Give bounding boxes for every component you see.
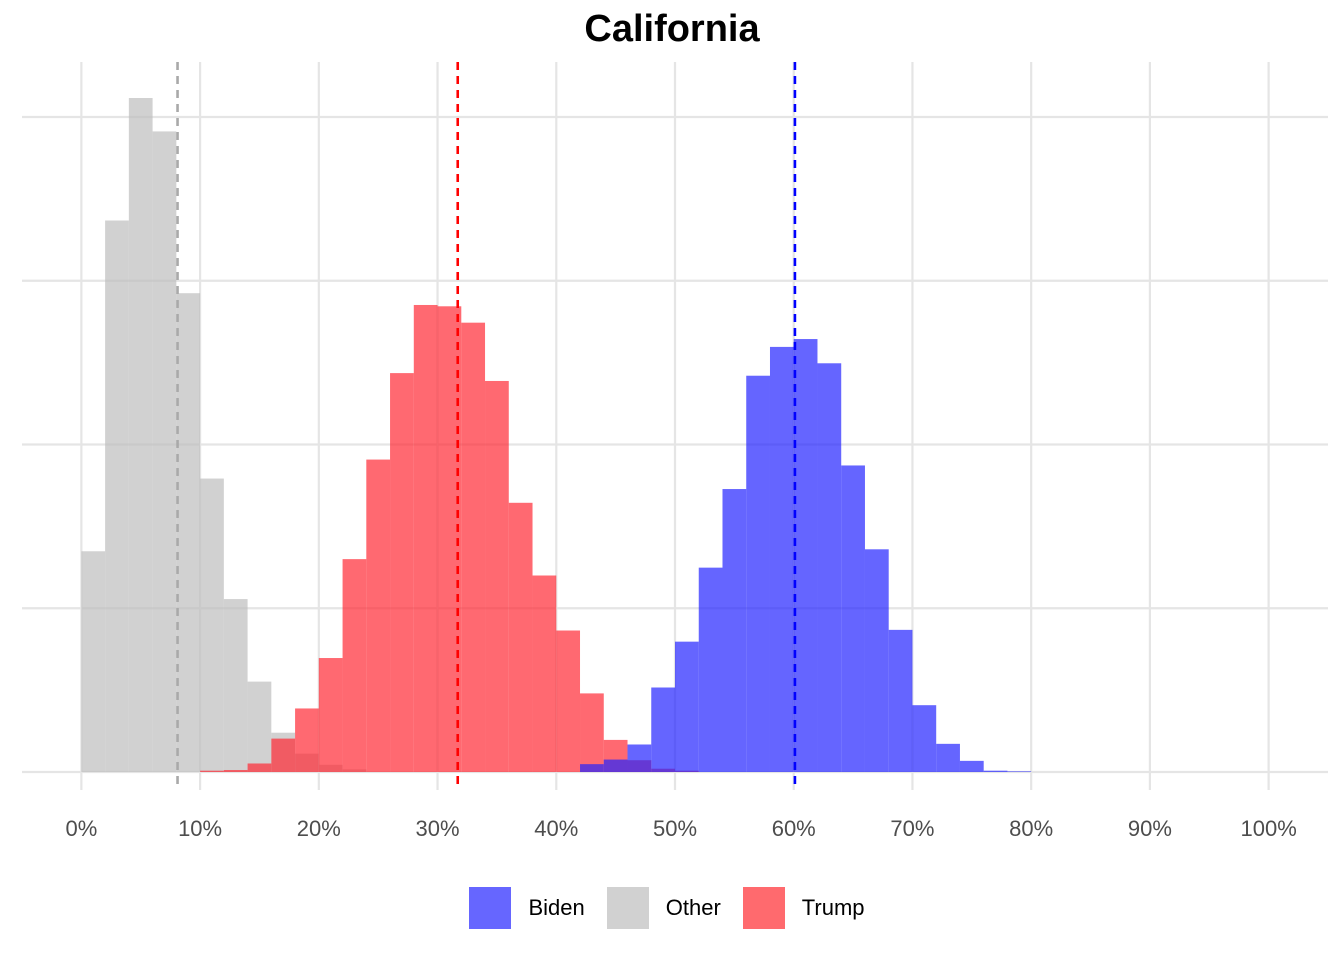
legend-item-other: Other bbox=[606, 887, 731, 929]
bar-trump bbox=[485, 380, 509, 772]
bar-other bbox=[128, 98, 153, 772]
bar-trump bbox=[508, 502, 533, 772]
x-tick-label: 80% bbox=[1009, 816, 1053, 841]
bar-biden bbox=[983, 770, 1008, 772]
bar-trump bbox=[247, 763, 272, 772]
bar-biden bbox=[888, 629, 913, 772]
bar-other bbox=[223, 599, 248, 772]
bar-biden bbox=[746, 375, 770, 772]
bar-biden bbox=[841, 465, 865, 772]
bar-other bbox=[152, 131, 177, 772]
mean-lines-layer bbox=[176, 62, 797, 790]
x-tick-label: 10% bbox=[178, 816, 222, 841]
bar-biden bbox=[1007, 771, 1032, 772]
x-tick-label: 70% bbox=[890, 816, 934, 841]
bar-biden bbox=[722, 489, 747, 772]
bar-trump bbox=[532, 575, 557, 772]
bar-trump bbox=[223, 770, 248, 772]
bar-trump bbox=[342, 559, 367, 772]
legend-label-biden: Biden bbox=[528, 895, 585, 920]
bar-other bbox=[81, 551, 106, 772]
legend-label-trump: Trump bbox=[801, 895, 865, 920]
bar-other bbox=[200, 478, 224, 772]
legend-label-other: Other bbox=[665, 895, 721, 920]
x-tick-label: 90% bbox=[1128, 816, 1172, 841]
chart-title: California bbox=[584, 8, 760, 50]
x-tick-label: 60% bbox=[772, 816, 816, 841]
legend-item-biden: Biden bbox=[469, 887, 594, 929]
bar-biden bbox=[769, 346, 794, 772]
legend-swatch-trump bbox=[742, 887, 785, 929]
bar-trump bbox=[366, 459, 391, 772]
bars-layer bbox=[81, 98, 1032, 773]
bar-trump bbox=[390, 373, 414, 772]
bar-trump bbox=[271, 738, 296, 772]
bar-biden bbox=[817, 363, 842, 772]
x-tick-label: 50% bbox=[653, 816, 697, 841]
bar-trump bbox=[295, 708, 319, 772]
bar-biden bbox=[627, 744, 652, 772]
x-tick-label: 30% bbox=[416, 816, 460, 841]
bar-trump bbox=[437, 306, 462, 772]
bar-other bbox=[105, 220, 129, 773]
x-tick-label: 0% bbox=[65, 816, 97, 841]
legend-item-trump: Trump bbox=[742, 887, 875, 929]
x-tick-label: 40% bbox=[534, 816, 578, 841]
bar-biden bbox=[580, 764, 604, 772]
x-tick-label: 20% bbox=[297, 816, 341, 841]
legend-swatch-biden bbox=[469, 887, 512, 929]
bar-trump bbox=[580, 693, 604, 772]
legend: Biden Other Trump bbox=[0, 886, 1344, 930]
x-tick-label: 100% bbox=[1240, 816, 1296, 841]
bar-trump bbox=[318, 658, 343, 772]
bar-biden bbox=[912, 705, 937, 772]
bar-trump bbox=[200, 770, 224, 772]
bar-other bbox=[247, 681, 272, 772]
bar-biden bbox=[651, 687, 675, 772]
bar-trump bbox=[461, 322, 486, 772]
bar-other bbox=[176, 293, 201, 772]
x-axis-ticks: 0% 10% 20% 30% 40% 50% 60% 70% 80% 90% 100% bbox=[65, 816, 1296, 841]
bar-biden bbox=[864, 549, 889, 772]
bar-trump bbox=[413, 304, 438, 772]
bar-biden bbox=[603, 759, 628, 772]
legend-swatch-other bbox=[606, 887, 649, 929]
bar-biden bbox=[675, 641, 699, 772]
grid-layer bbox=[22, 62, 1328, 790]
bar-biden bbox=[698, 567, 723, 772]
bar-biden bbox=[959, 760, 984, 772]
bar-trump bbox=[556, 630, 581, 772]
bar-biden bbox=[793, 339, 818, 772]
bar-biden bbox=[936, 743, 960, 772]
